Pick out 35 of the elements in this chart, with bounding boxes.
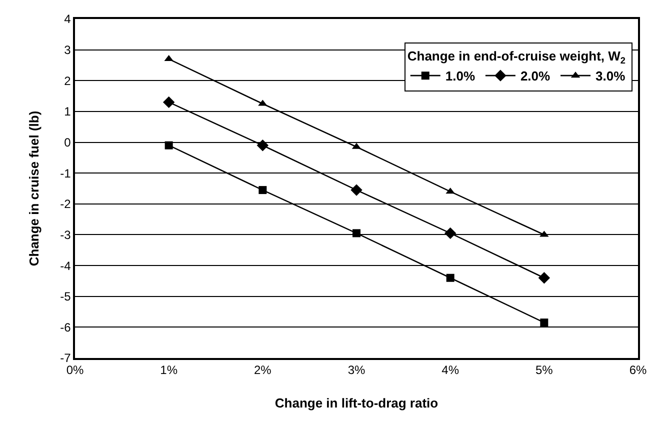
y-tick-label: 3 — [64, 43, 72, 58]
point — [256, 140, 269, 152]
y-tick-label: -4 — [60, 258, 72, 273]
x-tick-label: 6% — [629, 363, 647, 378]
point — [444, 227, 456, 240]
legend-label: 1.0% — [445, 68, 476, 84]
point — [164, 141, 173, 150]
x-tick-label: 0% — [66, 363, 84, 378]
legend-title: Change in end-of-cruise weight, W$_{2}$ — [407, 48, 626, 66]
x-tick-label: 4% — [442, 363, 460, 378]
x-tick-label: 1% — [160, 363, 178, 378]
y-tick-label: -2 — [60, 197, 72, 212]
point — [446, 274, 454, 282]
point — [258, 186, 267, 194]
y-tick-label: -1 — [60, 166, 72, 180]
y-axis-title: Change in cruise fuel (lb) — [26, 110, 42, 266]
y-tick-label: -7 — [60, 351, 72, 366]
y-tick-label: 4 — [64, 12, 72, 26]
y-tick-label: 0 — [64, 135, 72, 150]
y-tick-label: -3 — [60, 228, 72, 242]
point — [352, 229, 360, 238]
y-tick-label: 2 — [64, 74, 72, 88]
y-tick-label: 1 — [64, 104, 72, 119]
legend-label: 3.0% — [596, 68, 626, 84]
point — [350, 184, 362, 196]
x-tick-label: 5% — [536, 363, 554, 378]
point — [538, 272, 550, 284]
x-tick-label: 3% — [348, 363, 366, 378]
y-tick-label: -5 — [60, 290, 72, 304]
point — [540, 318, 548, 327]
x-tick-label: 2% — [254, 363, 272, 378]
x-axis-title: Change in lift-to-drag ratio — [274, 396, 438, 410]
legend-label: 2.0% — [520, 68, 551, 84]
point — [162, 96, 175, 108]
y-tick-label: -6 — [60, 320, 72, 334]
